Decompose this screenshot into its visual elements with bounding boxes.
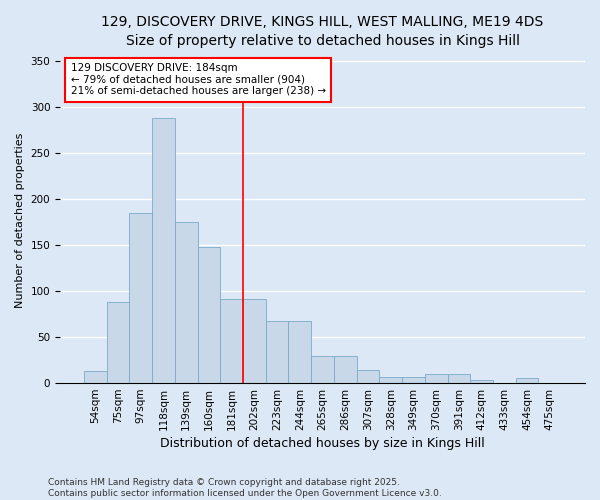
Bar [356,370,379,383]
Bar [84,371,107,383]
Bar [107,302,130,383]
Bar [266,320,289,383]
Bar [470,380,493,383]
Bar [402,376,425,383]
Bar [311,356,334,383]
Bar [197,247,220,383]
Bar [243,300,266,383]
Bar [334,356,356,383]
Bar [379,376,402,383]
Bar [425,374,448,383]
Bar [289,320,311,383]
Bar [220,300,243,383]
Text: 129 DISCOVERY DRIVE: 184sqm
← 79% of detached houses are smaller (904)
21% of se: 129 DISCOVERY DRIVE: 184sqm ← 79% of det… [71,63,326,96]
Title: 129, DISCOVERY DRIVE, KINGS HILL, WEST MALLING, ME19 4DS
Size of property relati: 129, DISCOVERY DRIVE, KINGS HILL, WEST M… [101,15,544,48]
Bar [448,374,470,383]
Bar [152,118,175,383]
Y-axis label: Number of detached properties: Number of detached properties [15,132,25,308]
Bar [515,378,538,383]
Bar [130,213,152,383]
X-axis label: Distribution of detached houses by size in Kings Hill: Distribution of detached houses by size … [160,437,485,450]
Bar [175,222,197,383]
Text: Contains HM Land Registry data © Crown copyright and database right 2025.
Contai: Contains HM Land Registry data © Crown c… [48,478,442,498]
